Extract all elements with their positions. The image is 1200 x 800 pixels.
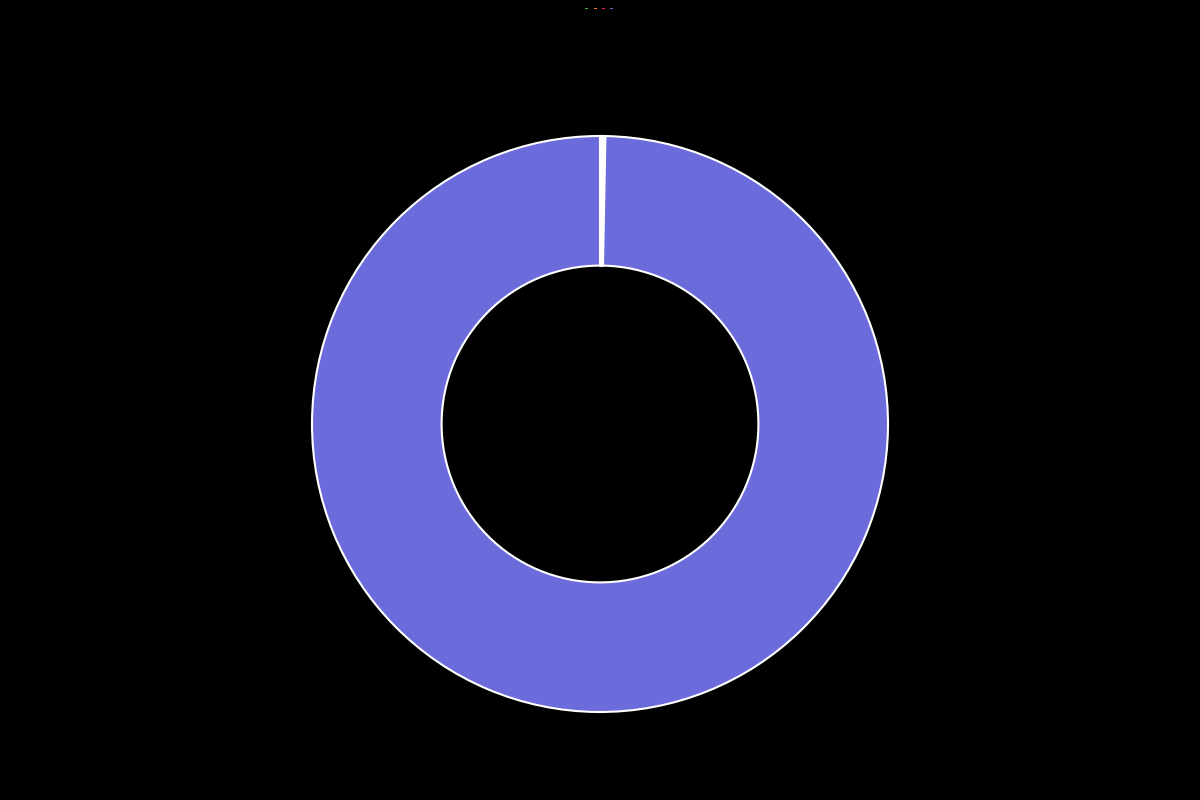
Wedge shape bbox=[312, 136, 888, 712]
Wedge shape bbox=[601, 136, 604, 266]
Wedge shape bbox=[602, 136, 606, 266]
Legend: , , , : , , , bbox=[584, 7, 616, 10]
Wedge shape bbox=[600, 136, 602, 266]
